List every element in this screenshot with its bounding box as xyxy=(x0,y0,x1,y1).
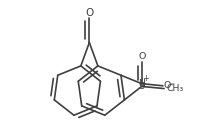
Text: O⁻: O⁻ xyxy=(164,81,176,90)
Text: +: + xyxy=(142,74,149,83)
Text: N: N xyxy=(138,79,145,88)
Text: O: O xyxy=(85,8,93,18)
Text: CH₃: CH₃ xyxy=(166,84,184,93)
Text: O: O xyxy=(138,52,145,61)
Text: S: S xyxy=(139,82,145,91)
